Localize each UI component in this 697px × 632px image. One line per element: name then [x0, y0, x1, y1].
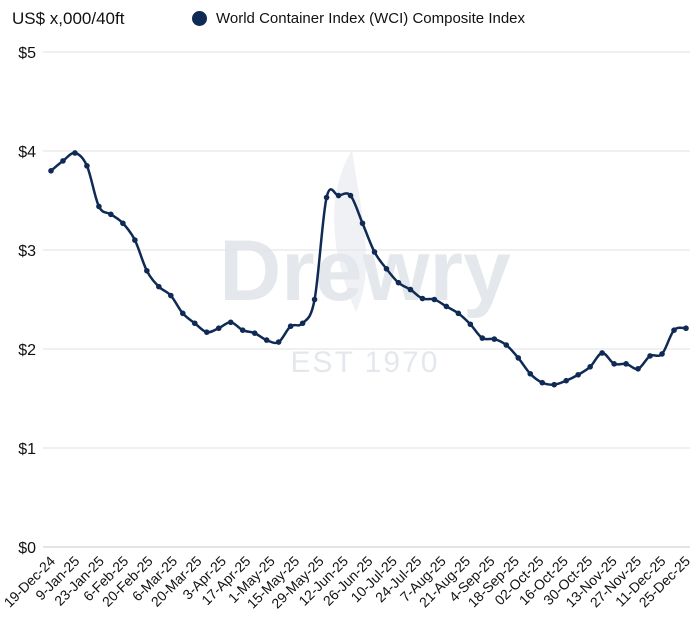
- data-point: [431, 296, 438, 303]
- data-point: [263, 337, 270, 343]
- watermark-brand: Drewry: [219, 223, 511, 319]
- data-point: [527, 370, 534, 377]
- data-point: [491, 336, 498, 342]
- data-point: [227, 319, 234, 326]
- data-point: [395, 279, 402, 286]
- data-point: [287, 323, 294, 330]
- data-point: [96, 203, 102, 210]
- data-point: [587, 364, 593, 370]
- y-tick-label: $5: [18, 45, 36, 62]
- data-point: [251, 330, 258, 336]
- data-point: [335, 192, 342, 199]
- data-point: [347, 192, 354, 199]
- y-axis-unit-label: US$ x,000/40ft: [12, 9, 125, 28]
- data-point: [132, 237, 138, 243]
- data-point: [659, 351, 665, 357]
- data-point: [479, 335, 486, 341]
- data-point: [575, 371, 581, 378]
- watermark-tagline: EST 1970: [291, 346, 440, 379]
- data-point: [203, 329, 210, 335]
- data-point: [599, 350, 605, 356]
- data-point: [239, 327, 246, 333]
- data-point: [503, 342, 510, 348]
- watermark: Drewry EST 1970: [219, 150, 511, 379]
- data-point: [191, 320, 198, 327]
- data-point: [683, 325, 689, 332]
- data-point: [179, 310, 186, 317]
- data-point: [371, 249, 378, 255]
- data-point: [275, 339, 282, 345]
- y-tick-label: $4: [18, 144, 36, 161]
- data-point: [563, 377, 569, 384]
- data-point: [671, 327, 677, 333]
- data-point: [168, 292, 174, 299]
- data-point: [311, 296, 318, 303]
- data-point: [407, 286, 414, 293]
- data-point: [72, 150, 78, 156]
- y-tick-label: $2: [18, 342, 36, 359]
- data-point: [515, 355, 522, 361]
- data-point: [359, 220, 366, 227]
- data-point: [539, 379, 546, 386]
- data-point: [120, 220, 126, 227]
- y-tick-label: $1: [18, 441, 36, 458]
- legend-label: World Container Index (WCI) Composite In…: [216, 10, 526, 27]
- data-point: [60, 158, 66, 164]
- data-point: [383, 266, 390, 272]
- data-point: [647, 353, 653, 359]
- y-tick-label: $0: [18, 540, 36, 557]
- data-point: [299, 320, 306, 327]
- y-tick-label: $3: [18, 243, 36, 260]
- legend: World Container Index (WCI) Composite In…: [192, 10, 525, 27]
- data-point: [323, 194, 330, 201]
- data-point: [144, 267, 150, 274]
- data-point: [611, 361, 617, 367]
- data-point: [84, 163, 90, 169]
- data-point: [108, 211, 114, 218]
- data-point: [215, 325, 222, 332]
- data-point: [623, 361, 629, 367]
- watermark-flame-icon: [334, 150, 367, 312]
- data-point: [635, 366, 641, 372]
- data-point: [455, 310, 462, 317]
- data-point: [156, 283, 162, 290]
- data-point: [551, 381, 558, 388]
- data-point: [419, 295, 426, 302]
- data-point: [467, 321, 474, 328]
- legend-marker-icon: [192, 11, 207, 26]
- data-point: [443, 303, 450, 310]
- data-point: [48, 168, 54, 174]
